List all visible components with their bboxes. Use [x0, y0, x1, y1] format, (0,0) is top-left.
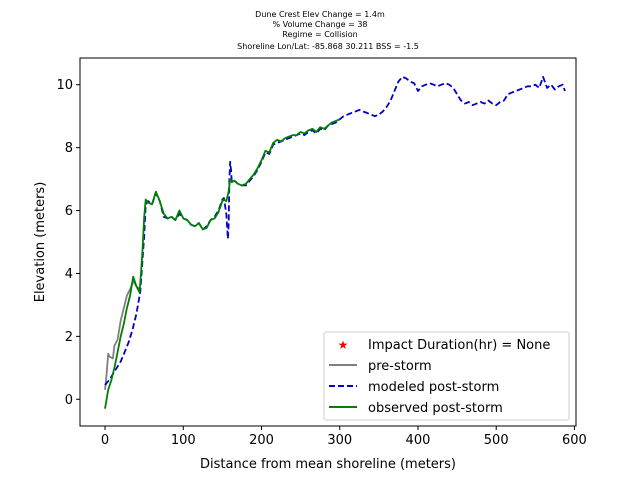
- title-line-1: Dune Crest Elev Change = 1.4m: [255, 10, 385, 19]
- series-line-modeled-post-storm: [104, 76, 566, 386]
- series-line-observed-post-storm: [104, 118, 341, 409]
- y-tick-label: 0: [65, 393, 73, 408]
- legend-label-impact-duration: Impact Duration(hr) = None: [368, 338, 550, 353]
- legend-box: [323, 331, 570, 421]
- y-tick-label: 10: [56, 78, 73, 93]
- plot-area-frame: [79, 57, 577, 427]
- chart-title: Dune Crest Elev Change = 1.4m % Volume C…: [237, 10, 419, 51]
- y-tick-label: 4: [65, 267, 73, 282]
- x-tick-label: 500: [484, 433, 509, 448]
- x-axis: 0 100 200 300 400 500 600: [101, 426, 587, 448]
- legend-label-observed-post-storm: observed post-storm: [368, 401, 503, 416]
- y-tick-label: 8: [65, 141, 73, 156]
- x-tick-label: 200: [249, 433, 274, 448]
- title-line-2: % Volume Change = 38: [272, 20, 367, 29]
- x-tick-label: 400: [406, 433, 431, 448]
- x-tick-label: 100: [171, 433, 196, 448]
- y-axis: 0 2 4 6 8 10: [56, 78, 80, 408]
- legend: ★ Impact Duration(hr) = None pre-storm m…: [323, 331, 570, 421]
- legend-star-marker-icon: ★: [338, 338, 349, 352]
- y-axis-label: Elevation (meters): [33, 182, 48, 303]
- x-axis-label: Distance from mean shoreline (meters): [200, 457, 456, 472]
- series-line-pre-storm: [104, 280, 141, 390]
- legend-label-modeled-post-storm: modeled post-storm: [368, 380, 499, 395]
- x-tick-label: 600: [562, 433, 587, 448]
- title-line-3: Regime = Collision: [282, 30, 357, 39]
- y-tick-label: 6: [65, 204, 73, 219]
- title-line-4: Shoreline Lon/Lat: -85.868 30.211 BSS = …: [237, 42, 419, 51]
- plot-lines: [104, 76, 566, 409]
- y-tick-label: 2: [65, 330, 73, 345]
- legend-label-pre-storm: pre-storm: [368, 359, 432, 374]
- x-tick-label: 300: [327, 433, 352, 448]
- x-tick-label: 0: [101, 433, 109, 448]
